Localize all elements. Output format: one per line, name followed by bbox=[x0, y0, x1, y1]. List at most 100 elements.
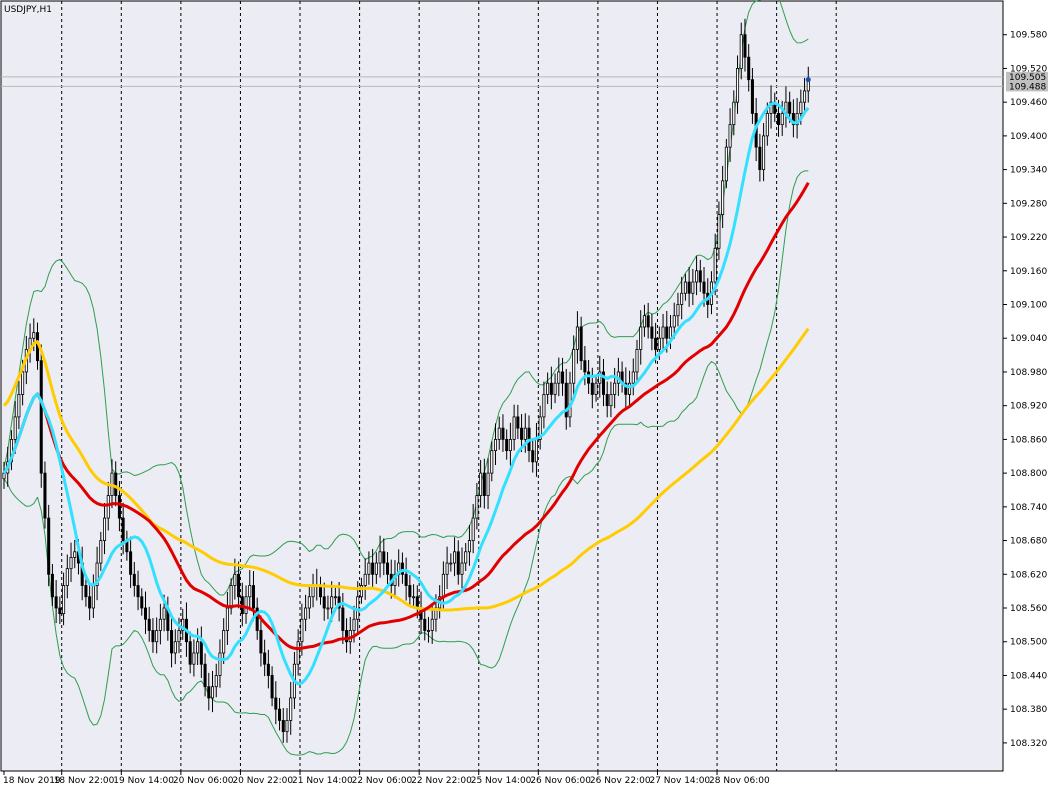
candle bbox=[345, 618, 349, 653]
candle bbox=[795, 98, 799, 139]
candle-body bbox=[274, 697, 278, 710]
time-tick-label: 19 Nov 14:00 bbox=[113, 776, 174, 786]
candle-body bbox=[222, 630, 226, 654]
candle-body bbox=[39, 360, 43, 474]
bid-price-tag bbox=[1006, 81, 1048, 92]
candle-body bbox=[467, 540, 471, 553]
candle bbox=[192, 639, 196, 677]
candle-body bbox=[170, 630, 174, 654]
candle-body bbox=[650, 326, 654, 339]
time-tick-label: 26 Nov 06:00 bbox=[530, 776, 591, 786]
candle-body bbox=[426, 630, 430, 632]
candle-body bbox=[84, 585, 88, 598]
candle bbox=[259, 615, 263, 667]
candle bbox=[453, 537, 457, 577]
candle bbox=[359, 577, 363, 604]
candle-body bbox=[456, 551, 460, 575]
candle bbox=[546, 372, 550, 405]
price-tick-label: 108.440 bbox=[1010, 671, 1047, 681]
candle bbox=[601, 358, 606, 407]
candle bbox=[248, 570, 252, 611]
candle bbox=[482, 458, 486, 509]
candle-body bbox=[210, 686, 215, 699]
candle-body bbox=[568, 382, 572, 418]
candle bbox=[531, 438, 535, 473]
candle bbox=[661, 313, 665, 350]
candle-body bbox=[181, 618, 185, 631]
candle bbox=[207, 672, 211, 711]
candle bbox=[508, 422, 512, 466]
candle bbox=[490, 441, 494, 482]
candle bbox=[337, 581, 341, 622]
candle bbox=[62, 572, 66, 626]
candle bbox=[270, 666, 274, 707]
candle-body bbox=[43, 472, 47, 519]
price-tick-label: 108.860 bbox=[1010, 435, 1047, 445]
candle bbox=[423, 608, 427, 641]
candle bbox=[724, 138, 728, 189]
candle-body bbox=[69, 557, 73, 570]
candle bbox=[605, 381, 609, 418]
candle-body bbox=[73, 551, 77, 558]
lower-band-line bbox=[3, 170, 809, 756]
candle-body bbox=[117, 495, 121, 519]
candle-body bbox=[196, 641, 200, 654]
candle-body bbox=[225, 607, 229, 631]
candle bbox=[266, 649, 270, 689]
candle bbox=[296, 629, 300, 676]
candle bbox=[579, 316, 583, 370]
time-tick-label: 25 Nov 14:00 bbox=[471, 776, 532, 786]
candle-body bbox=[207, 686, 211, 699]
candle-body bbox=[333, 596, 337, 599]
candle bbox=[739, 22, 743, 80]
candle bbox=[791, 99, 795, 138]
candle-body bbox=[103, 517, 107, 541]
candle-body bbox=[479, 472, 483, 496]
candle bbox=[147, 606, 151, 642]
mid-ma-line bbox=[2, 182, 810, 651]
candle bbox=[367, 551, 371, 585]
candle bbox=[17, 380, 21, 430]
time-tick-label: 18 Nov 22:00 bbox=[54, 776, 115, 786]
candle bbox=[140, 588, 144, 616]
candle bbox=[557, 357, 561, 397]
candle-body bbox=[91, 585, 95, 609]
candle bbox=[199, 626, 203, 678]
candle bbox=[382, 538, 386, 576]
candle-body bbox=[654, 337, 658, 350]
candle bbox=[69, 542, 73, 582]
candle bbox=[642, 304, 646, 337]
candle bbox=[687, 267, 691, 307]
candle bbox=[486, 458, 490, 510]
candle bbox=[426, 616, 430, 643]
candle-body bbox=[732, 101, 736, 126]
candle bbox=[132, 561, 136, 597]
candle bbox=[378, 535, 382, 578]
price-tick-label: 108.800 bbox=[1010, 469, 1047, 479]
candle-body bbox=[188, 641, 192, 665]
candle bbox=[363, 558, 367, 600]
candle bbox=[758, 133, 762, 182]
candle-body bbox=[676, 304, 680, 317]
candle-body bbox=[266, 663, 270, 676]
candle-body bbox=[795, 113, 799, 126]
candle-body bbox=[412, 596, 416, 599]
candle bbox=[43, 461, 47, 529]
candle-body bbox=[47, 517, 51, 575]
candle bbox=[609, 381, 613, 418]
candle-body bbox=[490, 450, 494, 474]
candle-body bbox=[263, 652, 267, 665]
candle-body bbox=[17, 394, 21, 418]
candle-body bbox=[575, 326, 579, 350]
candle-body bbox=[534, 438, 538, 463]
candle-body bbox=[736, 68, 740, 103]
price-tick-label: 108.740 bbox=[1010, 503, 1047, 513]
candle bbox=[717, 201, 721, 261]
candle bbox=[575, 311, 579, 364]
candle-body bbox=[475, 495, 479, 519]
candle-body bbox=[356, 596, 360, 620]
candle-body bbox=[486, 472, 490, 496]
candle bbox=[333, 587, 337, 606]
candle-body bbox=[762, 135, 766, 171]
